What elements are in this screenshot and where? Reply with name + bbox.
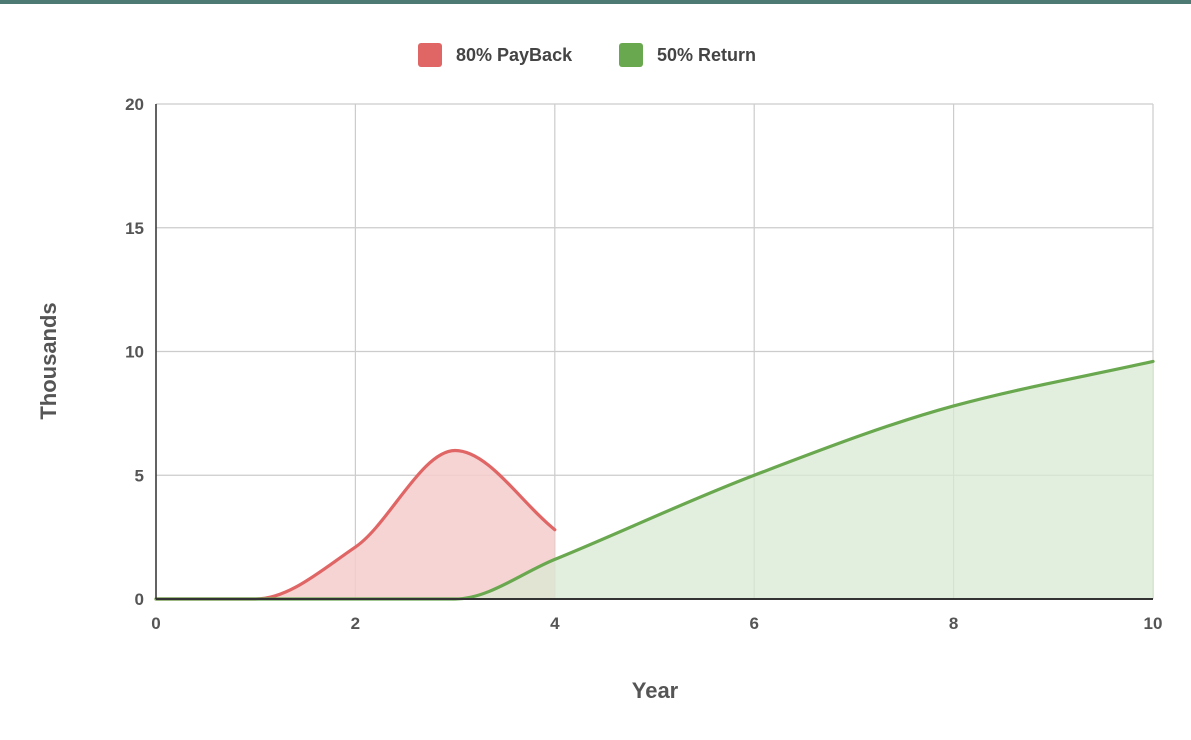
legend: 80% PayBack 50% Return <box>418 43 756 67</box>
legend-swatch-1 <box>619 43 643 67</box>
x-tick-label: 2 <box>351 614 360 633</box>
y-tick-label: 15 <box>125 219 144 238</box>
legend-label-1: 50% Return <box>657 45 756 65</box>
x-axis-title: Year <box>632 678 679 703</box>
legend-swatch-0 <box>418 43 442 67</box>
y-tick-label: 10 <box>125 343 144 362</box>
y-tick-label: 5 <box>135 466 144 485</box>
x-tick-label: 8 <box>949 614 958 633</box>
area-chart: 80% PayBack 50% Return 0 2 4 6 8 10 0 5 10 15 20 Ye… <box>36 43 1162 703</box>
x-tick-label: 4 <box>550 614 560 633</box>
axes <box>155 104 1153 600</box>
x-tick-label: 0 <box>151 614 160 633</box>
x-tick-label: 6 <box>749 614 758 633</box>
legend-label-0: 80% PayBack <box>456 45 573 65</box>
y-tick-label: 0 <box>135 590 144 609</box>
series-area-0 <box>156 450 555 599</box>
y-axis-title: Thousands <box>36 302 61 419</box>
series-area-1 <box>156 361 1153 599</box>
x-tick-label: 10 <box>1144 614 1163 633</box>
series-areas <box>156 361 1153 599</box>
tick-labels: 0 2 4 6 8 10 0 5 10 15 20 <box>125 95 1162 633</box>
y-tick-label: 20 <box>125 95 144 114</box>
